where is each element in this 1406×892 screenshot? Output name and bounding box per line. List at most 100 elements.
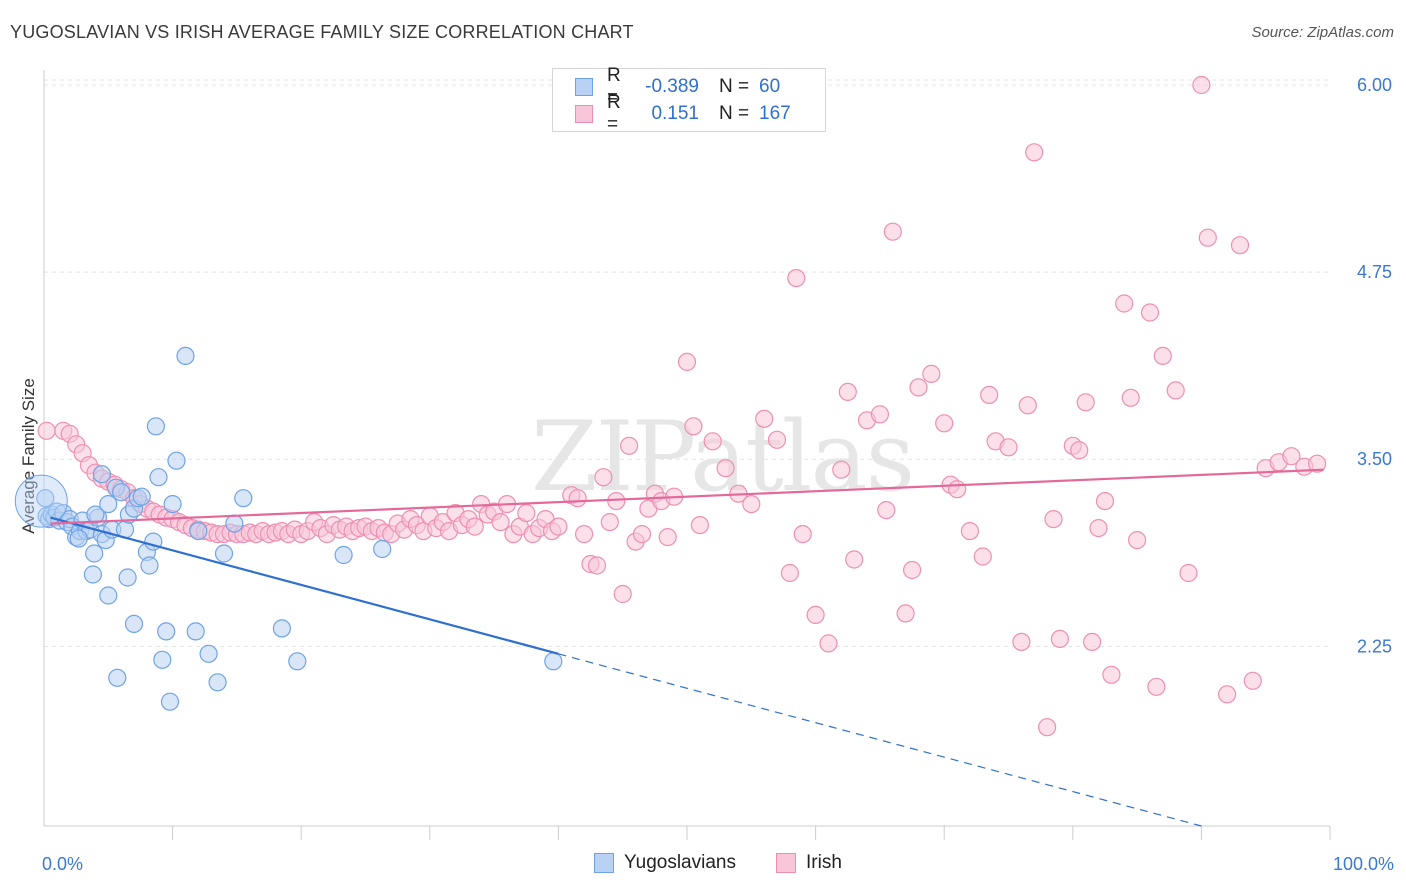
irish-point [1076,393,1095,412]
r-label: R = [607,65,621,108]
y-tick-label: 6.00 [1357,75,1392,95]
irish-point [684,417,703,436]
irish-point [838,382,857,401]
irish-point [1115,294,1134,313]
irish-point [999,438,1018,457]
yugoslavian-point [149,468,168,487]
irish-point [1018,396,1037,415]
irish-point [587,556,607,575]
irish-point [1192,75,1211,95]
n-label: N = [719,76,750,97]
x-tick-label-max: 100.0% [1333,854,1394,874]
irish-point [1095,492,1115,511]
yugoslavian-point [176,346,195,365]
irish-point [896,604,915,623]
yugoslavian-point [108,668,127,687]
yugoslavian-point [189,521,208,541]
irish-point [973,547,992,566]
irish-point [832,460,851,479]
yugoslavian-point [86,505,105,524]
irish-point [960,521,980,541]
irish-point [517,503,536,523]
yugoslavian-point [186,622,205,641]
irish-point [1025,143,1044,162]
y-tick-labels: 2.25 3.50 4.75 6.00 [1357,75,1392,656]
irish-point [658,527,677,547]
irish-point [1307,454,1327,473]
irish-point [491,512,510,532]
irish-point [1230,236,1250,255]
irish-point [806,605,825,625]
irish-point [1037,718,1057,737]
yugoslavian-point [153,650,172,669]
irish-point [1082,632,1102,652]
irish-point [1217,685,1237,704]
y-tick-label: 2.25 [1357,636,1392,656]
y-axis-label: Average Family Size [19,378,38,534]
legend-item-yugoslavians[interactable]: Yugoslavians [594,852,736,874]
irish-point [870,405,890,424]
yugoslavian-point [544,652,563,671]
yugoslavian-point [163,495,182,514]
yugoslavian-point-large [14,474,68,528]
x-tick-label-min: 0.0% [42,854,83,874]
irish-point [1012,632,1031,652]
irish-point [613,584,632,604]
yugoslavian-point [234,489,253,508]
stats-row-yugoslavians: R = -0.389 N = 60 [575,65,803,108]
series-legend: Yugoslavians Irish [0,852,1406,878]
yugoslavian-point [214,544,234,563]
yugoslavian-point [132,487,151,506]
irish-point [703,432,722,451]
yugoslavian-point [99,495,118,514]
irish-point [767,430,787,449]
irish-point [877,501,896,520]
yugoslavian-point [83,565,103,584]
n-value: 60 [759,76,781,97]
legend-label-yugoslavians: Yugoslavians [624,852,736,873]
irish-point [1147,677,1166,696]
irish-point [1179,563,1198,583]
irish-point [465,517,484,536]
yugoslavians-legend-swatch [594,853,614,873]
yugoslavian-point [272,619,291,638]
irish-point [845,550,864,569]
irish-point [1070,441,1089,460]
irish-point [980,385,999,404]
irish-point [716,459,735,478]
yugoslavian-point [118,568,137,587]
irish-point [935,414,954,433]
yugoslavian-point [99,586,118,605]
chart-source: Source: ZipAtlas.com [1251,24,1394,41]
yugoslavian-point [146,417,165,436]
yugoslavian-trend-line [50,516,559,655]
irish-point [37,421,56,440]
yugoslavian-point [288,652,307,671]
irish-point [922,364,941,383]
yugoslavian-point [157,622,176,641]
yugoslavian-point [160,692,180,711]
irish-trend-line [50,468,1324,525]
irish-point [883,222,902,241]
y-tick-label: 3.50 [1357,449,1392,469]
irish-point [1243,671,1262,690]
irish-point [1127,530,1147,550]
y-tick-label: 4.75 [1357,262,1392,282]
irish-point [819,634,838,653]
irish-point [780,563,800,583]
irish-point [619,436,639,455]
irish-point [1282,447,1301,466]
irish-point [1198,228,1217,247]
legend-item-irish[interactable]: Irish [776,852,842,874]
n-label: N = [719,103,750,124]
trend-lines [50,468,1324,827]
yugoslavian-point [92,465,112,484]
yugoslavian-point [225,514,244,533]
irish-points [37,75,1327,737]
irish-point [1140,303,1160,322]
stats-row-irish: R = 0.151 N = 167 [575,92,803,135]
x-tick-marks [172,826,1331,840]
yugoslavian-point [124,614,144,634]
yugoslavian-point [167,451,186,470]
